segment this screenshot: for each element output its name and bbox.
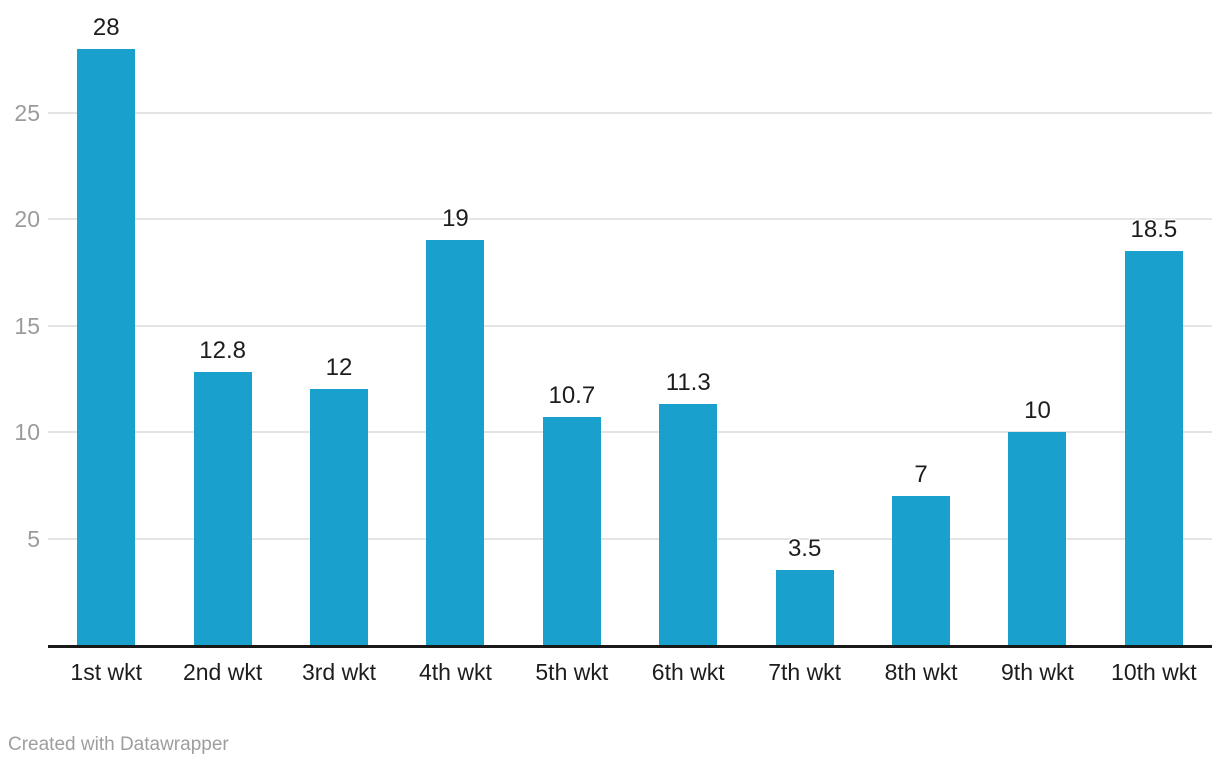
bars-row: 28 12.8 12 19 10.7 11.3 3.5 7 10 18.5: [48, 0, 1212, 645]
x-axis-label: 4th wkt: [418, 659, 492, 685]
bar-5th-wkt[interactable]: [542, 417, 601, 645]
y-axis-tick-label: 25: [14, 99, 40, 126]
bar-4th-wkt[interactable]: [426, 240, 485, 645]
bar-value-label: 10: [1024, 397, 1051, 424]
bar-7th-wkt[interactable]: [775, 570, 834, 645]
datawrapper-credit-link[interactable]: Created with Datawrapper: [8, 734, 229, 755]
y-axis-tick-label: 15: [14, 312, 40, 339]
x-axis-label: 5th wkt: [535, 659, 609, 685]
bar-slot: 18.5: [1096, 0, 1212, 645]
bar-value-label: 12: [325, 354, 353, 382]
x-axis-label: 7th wkt: [768, 659, 842, 685]
x-axis-label: 1st wkt: [70, 659, 142, 685]
bar-8th-wkt[interactable]: [892, 495, 951, 645]
bar-slot: 19: [397, 0, 513, 645]
gridline: [48, 324, 1212, 327]
x-axis-label: 3rd wkt: [301, 659, 377, 685]
bar-value-label: 3.5: [787, 535, 822, 563]
bar-3rd-wkt[interactable]: [310, 389, 369, 645]
bar-slot: 7: [863, 0, 979, 645]
bar-1st-wkt[interactable]: [77, 48, 136, 645]
bar-value-label: 7: [914, 460, 928, 488]
bar-value-label: 10.7: [548, 382, 596, 410]
x-axis-label: 6th wkt: [651, 659, 725, 685]
bar-slot: 12.8: [164, 0, 280, 645]
bar-slot: 12: [281, 0, 397, 645]
x-axis-label: 9th wkt: [1001, 659, 1074, 685]
y-axis-tick-label: 10: [14, 419, 40, 445]
bar-value-label: 12.8: [199, 337, 246, 365]
bar-slot: 28: [48, 0, 164, 645]
bar-value-label: 18.5: [1130, 215, 1178, 243]
bar-6th-wkt[interactable]: [659, 404, 718, 645]
y-axis-tick-label: 20: [14, 206, 40, 232]
x-axis-label: 10th wkt: [1111, 659, 1197, 685]
bar-2nd-wkt[interactable]: [193, 372, 252, 645]
bar-10th-wkt[interactable]: [1124, 250, 1183, 645]
bar-slot: 3.5: [746, 0, 862, 645]
bar-slot: 10: [979, 0, 1095, 645]
x-axis-label: 8th wkt: [884, 659, 958, 685]
x-axis-labels-row: 1st wkt 2nd wkt 3rd wkt 4th wkt 5th wkt 6th w…: [48, 658, 1212, 686]
x-axis-line: [48, 645, 1212, 648]
bar-slot: 10.7: [514, 0, 630, 645]
gridline: [48, 537, 1212, 540]
gridline: [48, 431, 1212, 433]
bar-value-label: 11.3: [665, 369, 711, 397]
bar-value-label: 19: [442, 205, 469, 233]
gridline: [48, 218, 1212, 220]
gridline: [48, 111, 1212, 114]
bar-slot: 11.3: [630, 0, 746, 645]
x-axis-label: 2nd wkt: [182, 659, 263, 685]
bar-value-label: 28: [92, 13, 120, 41]
bar-9th-wkt[interactable]: [1008, 432, 1067, 645]
y-axis-tick-label: 5: [27, 525, 40, 552]
